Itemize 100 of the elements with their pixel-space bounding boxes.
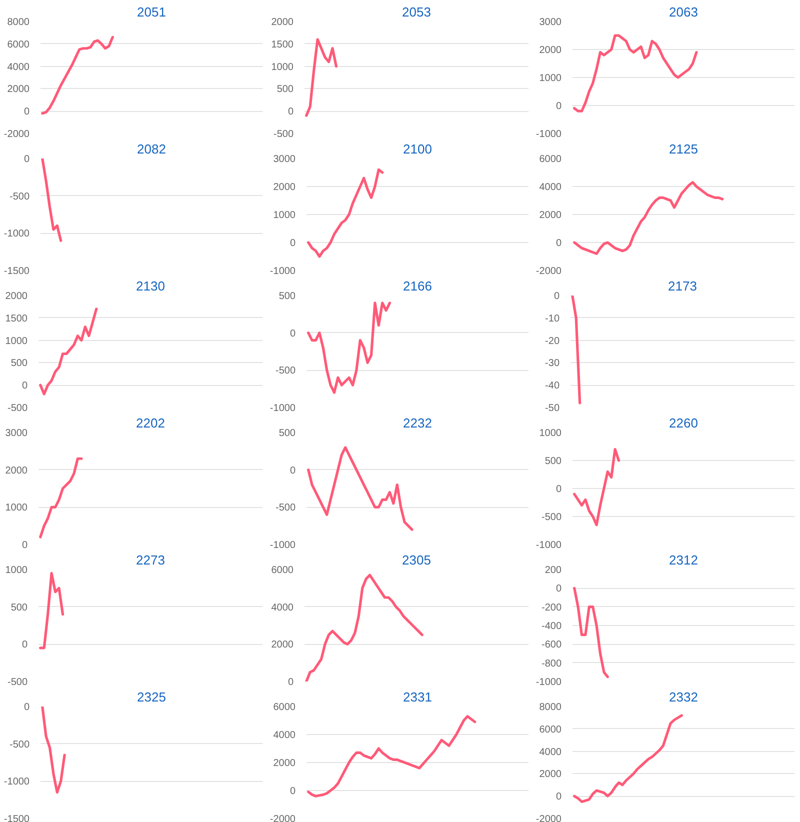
- y-tick-label: 1000: [539, 73, 562, 84]
- y-tick-label: 1000: [5, 502, 28, 514]
- y-tick-label: 0: [24, 702, 30, 713]
- chart-title: 2173: [668, 278, 697, 294]
- y-tick-label: -500: [273, 129, 294, 140]
- y-tick-label: 2000: [539, 769, 562, 780]
- y-tick-label: 0: [24, 106, 30, 118]
- y-tick-label: 500: [10, 602, 28, 614]
- y-tick-label: -40: [545, 380, 560, 392]
- y-tick-label: 0: [290, 465, 296, 476]
- y-tick-label: -20: [545, 336, 560, 347]
- chart-title: 2332: [669, 690, 698, 704]
- y-tick-label: 6000: [273, 702, 296, 713]
- y-tick-label: 2000: [271, 640, 294, 651]
- y-tick-label: 2000: [271, 17, 294, 28]
- y-tick-label: 4000: [539, 182, 562, 193]
- y-tick-label: 6000: [7, 39, 30, 50]
- y-tick-label: 0: [556, 484, 562, 495]
- y-tick-label: 8000: [7, 17, 30, 28]
- line-series: [573, 448, 620, 526]
- y-tick-label: -1000: [536, 129, 562, 140]
- chart-title: 2063: [669, 4, 698, 20]
- y-tick-label: 0: [288, 106, 294, 118]
- line-series: [39, 572, 64, 650]
- y-tick-label: 200: [544, 565, 562, 576]
- y-tick-label: -500: [275, 502, 296, 514]
- y-tick-label: -500: [541, 512, 562, 523]
- y-tick-label: 2000: [273, 758, 296, 769]
- y-tick-label: 0: [290, 786, 296, 797]
- y-tick-label: 2000: [539, 210, 562, 221]
- y-tick-label: 2000: [5, 291, 28, 302]
- y-tick-label: 4000: [273, 730, 296, 741]
- y-tick-label: 1000: [5, 565, 28, 576]
- chart-title: 2312: [669, 552, 698, 568]
- y-tick-label: 0: [22, 380, 28, 392]
- line-series: [39, 457, 83, 538]
- y-tick-label: 8000: [539, 702, 562, 713]
- y-tick-label: 4000: [7, 62, 30, 73]
- y-tick-label: -2000: [270, 814, 296, 822]
- chart-title: 2100: [403, 142, 432, 156]
- y-tick-label: 1000: [271, 62, 294, 73]
- y-tick-label: -200: [541, 602, 562, 614]
- y-tick-label: -800: [541, 658, 562, 670]
- y-tick-label: -1000: [536, 677, 562, 688]
- y-tick-label: -1000: [536, 540, 562, 551]
- y-tick-label: -500: [7, 677, 28, 688]
- chart-title: 2325: [137, 690, 166, 704]
- y-tick-label: 1000: [273, 210, 296, 221]
- chart-title: 2130: [136, 278, 165, 294]
- line-series: [573, 714, 683, 803]
- line-series: [41, 158, 62, 242]
- line-series: [573, 181, 724, 255]
- y-tick-label: 3000: [273, 154, 296, 165]
- y-tick-label: 4000: [539, 746, 562, 758]
- chart-title: 2202: [136, 416, 165, 430]
- y-tick-label: 2000: [7, 84, 30, 96]
- y-tick-label: 500: [276, 84, 294, 96]
- chart-title: 2051: [137, 4, 166, 20]
- y-tick-label: 0: [554, 291, 560, 302]
- y-tick-label: -10: [545, 313, 560, 324]
- y-tick-label: 3000: [5, 428, 28, 439]
- y-tick-label: -600: [541, 640, 562, 651]
- y-tick-label: 0: [24, 154, 30, 165]
- y-tick-label: -50: [545, 403, 560, 414]
- y-tick-label: 1000: [539, 428, 562, 439]
- y-tick-label: 500: [10, 358, 28, 370]
- chart-title: 2331: [403, 690, 432, 704]
- chart-title: 2305: [402, 552, 431, 568]
- y-tick-label: -2000: [4, 129, 30, 140]
- y-tick-label: -500: [9, 739, 30, 750]
- y-tick-label: 500: [278, 291, 296, 302]
- y-tick-label: -1000: [4, 776, 30, 788]
- chart-title: 2232: [403, 416, 432, 430]
- line-series: [39, 308, 98, 396]
- y-tick-label: 6000: [539, 724, 562, 736]
- chart-title: 2082: [137, 142, 166, 156]
- line-series: [305, 574, 424, 682]
- y-tick-label: 6000: [271, 565, 294, 576]
- y-tick-label: 500: [278, 428, 296, 439]
- y-tick-label: -1000: [270, 540, 296, 551]
- y-tick-label: 500: [544, 456, 562, 467]
- y-tick-label: 2000: [539, 45, 562, 56]
- y-tick-label: -400: [541, 621, 562, 632]
- y-tick-label: 0: [290, 238, 296, 249]
- chart-title: 2260: [669, 416, 698, 430]
- y-tick-label: -2000: [536, 266, 562, 277]
- y-tick-label: -500: [275, 366, 296, 377]
- y-tick-label: 0: [22, 640, 28, 651]
- chart-title: 2125: [669, 142, 698, 156]
- y-tick-label: 4000: [271, 602, 294, 614]
- line-series: [305, 38, 338, 117]
- y-tick-label: -1000: [270, 266, 296, 277]
- y-tick-label: 1500: [271, 39, 294, 50]
- y-tick-label: 1000: [5, 336, 28, 347]
- chart-title: 2053: [402, 4, 431, 20]
- line-series: [307, 446, 414, 531]
- y-tick-label: -2000: [536, 814, 562, 822]
- y-tick-label: 2000: [5, 465, 28, 476]
- y-tick-label: 6000: [539, 154, 562, 165]
- line-series: [307, 168, 384, 258]
